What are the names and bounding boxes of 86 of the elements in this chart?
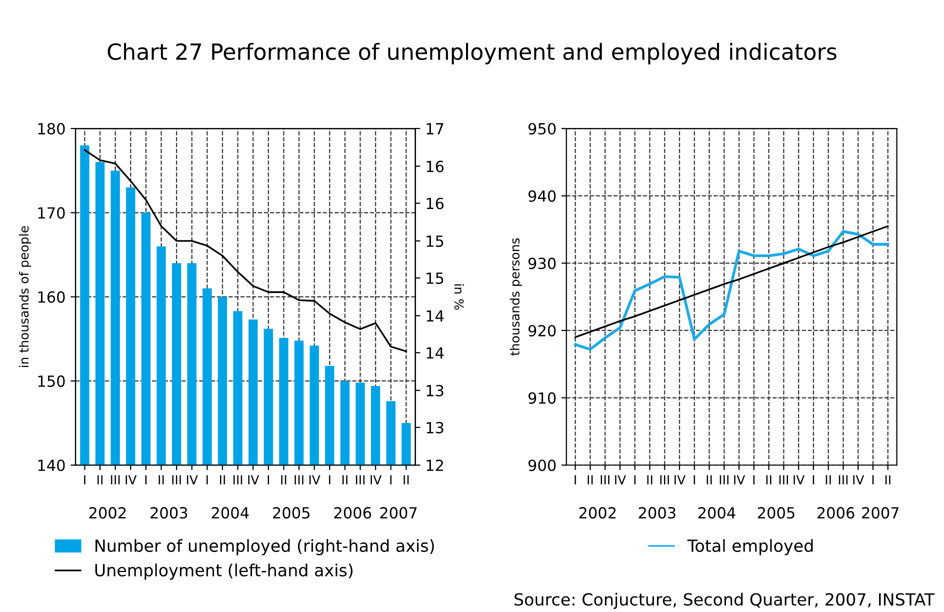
text: 2006 xyxy=(334,507,372,519)
x-tick-label: II xyxy=(647,475,652,484)
text: 2003 xyxy=(150,507,188,519)
y-tick-label: 140 xyxy=(38,460,65,472)
x-tick-label: I xyxy=(268,475,270,484)
x-tick-label: II xyxy=(588,475,593,484)
y2-tick-label: 16 xyxy=(426,198,444,210)
x-tick-label: III xyxy=(838,475,848,484)
y2-tick-label: 16 xyxy=(426,160,444,172)
source-note: Source: Conjucture, Second Quarter, 2007, INSTAT xyxy=(514,592,935,609)
text: 2003 xyxy=(638,507,676,519)
y2-tick-label: 12 xyxy=(426,460,443,471)
x-tick-label: IV xyxy=(674,475,686,484)
x-tick-label: IV xyxy=(853,475,864,484)
x-tick-label: IV xyxy=(370,475,382,484)
x-tick-label: III xyxy=(294,475,304,484)
y-tick-label: 160 xyxy=(38,291,65,303)
x-tick-label: IV xyxy=(794,475,805,484)
x-tick-label: II xyxy=(766,475,772,484)
x-tick-label: III xyxy=(720,475,728,484)
x-tick-label: I xyxy=(206,475,208,484)
x-tick-label: IV xyxy=(186,475,198,484)
y-tick-label: 900 xyxy=(528,460,556,472)
x-tick-label: IV xyxy=(248,475,260,484)
x-tick-label: III xyxy=(600,475,610,484)
x-tick-label: III xyxy=(356,475,365,484)
y2-tick-label: 14 xyxy=(426,310,444,322)
x-tick-label: II xyxy=(281,475,286,484)
x-tick-label: I xyxy=(390,475,392,484)
x-tick-label: II xyxy=(342,475,348,484)
text: 2006 xyxy=(817,507,854,519)
y-axis-title: in thousands of people xyxy=(18,226,32,367)
x-tick-label: II xyxy=(98,475,102,484)
y-axis-title: thousands persons xyxy=(510,238,522,356)
y-tick-label: 950 xyxy=(528,122,556,135)
y-tick-label: 150 xyxy=(38,375,65,387)
line-series xyxy=(84,149,408,352)
text: 2002 xyxy=(89,507,126,519)
y2-tick-label: 17 xyxy=(426,123,444,134)
x-tick-label: II xyxy=(826,475,831,484)
y2-tick-label: 13 xyxy=(426,422,444,434)
x-tick-label: I xyxy=(634,475,636,484)
y-tick-label: 170 xyxy=(38,207,65,219)
legend-label: Unemployment (left-hand axis) xyxy=(95,564,352,580)
text: 2007 xyxy=(380,507,417,519)
x-tick-label: IV xyxy=(309,475,320,484)
x-tick-label: III xyxy=(172,475,181,484)
x-tick-label: I xyxy=(694,475,696,484)
y-tick-label: 910 xyxy=(528,392,556,404)
y-tick-label: 940 xyxy=(528,190,556,202)
x-tick-label: III xyxy=(111,475,120,484)
text: 2004 xyxy=(698,507,736,519)
x-tick-label: II xyxy=(885,475,890,484)
y2-tick-label: 15 xyxy=(426,236,444,247)
y-tick-label: 180 xyxy=(38,122,65,135)
text: Chart 27 Performance of unemployment and employed indicators xyxy=(108,42,836,64)
x-tick-label: III xyxy=(660,475,669,484)
x-tick-label: I xyxy=(574,475,576,484)
text: 2005 xyxy=(758,507,794,519)
x-tick-label: I xyxy=(812,475,814,484)
y-tick-label: 930 xyxy=(528,258,556,270)
x-tick-label: I xyxy=(145,475,147,484)
x-tick-label: III xyxy=(779,475,788,484)
legend-label: Number of unemployed (right-hand axis) xyxy=(96,539,434,556)
y-tick-label: 920 xyxy=(528,324,556,336)
x-tick-label: II xyxy=(404,475,409,484)
y2-tick-label: 14 xyxy=(426,347,444,358)
x-tick-label: IV xyxy=(615,475,626,484)
x-tick-label: II xyxy=(706,475,712,484)
x-tick-label: IV xyxy=(734,475,746,484)
text: 2007 xyxy=(862,507,899,519)
x-tick-label: I xyxy=(872,475,874,484)
x-tick-label: II xyxy=(158,475,164,484)
x-tick-label: I xyxy=(84,475,86,484)
text: 2002 xyxy=(579,507,616,519)
text: 2004 xyxy=(212,507,249,519)
x-tick-label: I xyxy=(329,475,330,484)
legend-label: Total employed xyxy=(687,539,813,556)
x-tick-label: IV xyxy=(126,475,137,484)
text: 2005 xyxy=(273,507,310,519)
x-tick-label: III xyxy=(233,475,242,484)
x-tick-label: II xyxy=(220,475,225,484)
y2-tick-label: 13 xyxy=(426,384,444,396)
y2-axis-title: in % xyxy=(454,284,464,310)
x-tick-label: I xyxy=(753,475,755,484)
y2-tick-label: 15 xyxy=(426,272,444,284)
